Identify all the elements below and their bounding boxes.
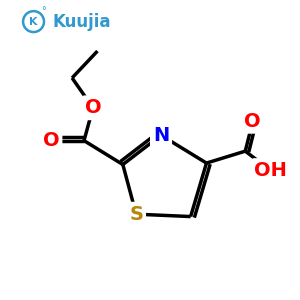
Text: Kuujia: Kuujia bbox=[53, 13, 112, 31]
Text: K: K bbox=[29, 16, 38, 27]
Text: S: S bbox=[129, 205, 143, 224]
Text: O: O bbox=[85, 98, 101, 117]
Text: N: N bbox=[153, 126, 169, 145]
Text: OH: OH bbox=[254, 161, 287, 180]
Text: O: O bbox=[43, 131, 59, 150]
Text: °: ° bbox=[42, 6, 46, 16]
Text: O: O bbox=[244, 112, 261, 131]
